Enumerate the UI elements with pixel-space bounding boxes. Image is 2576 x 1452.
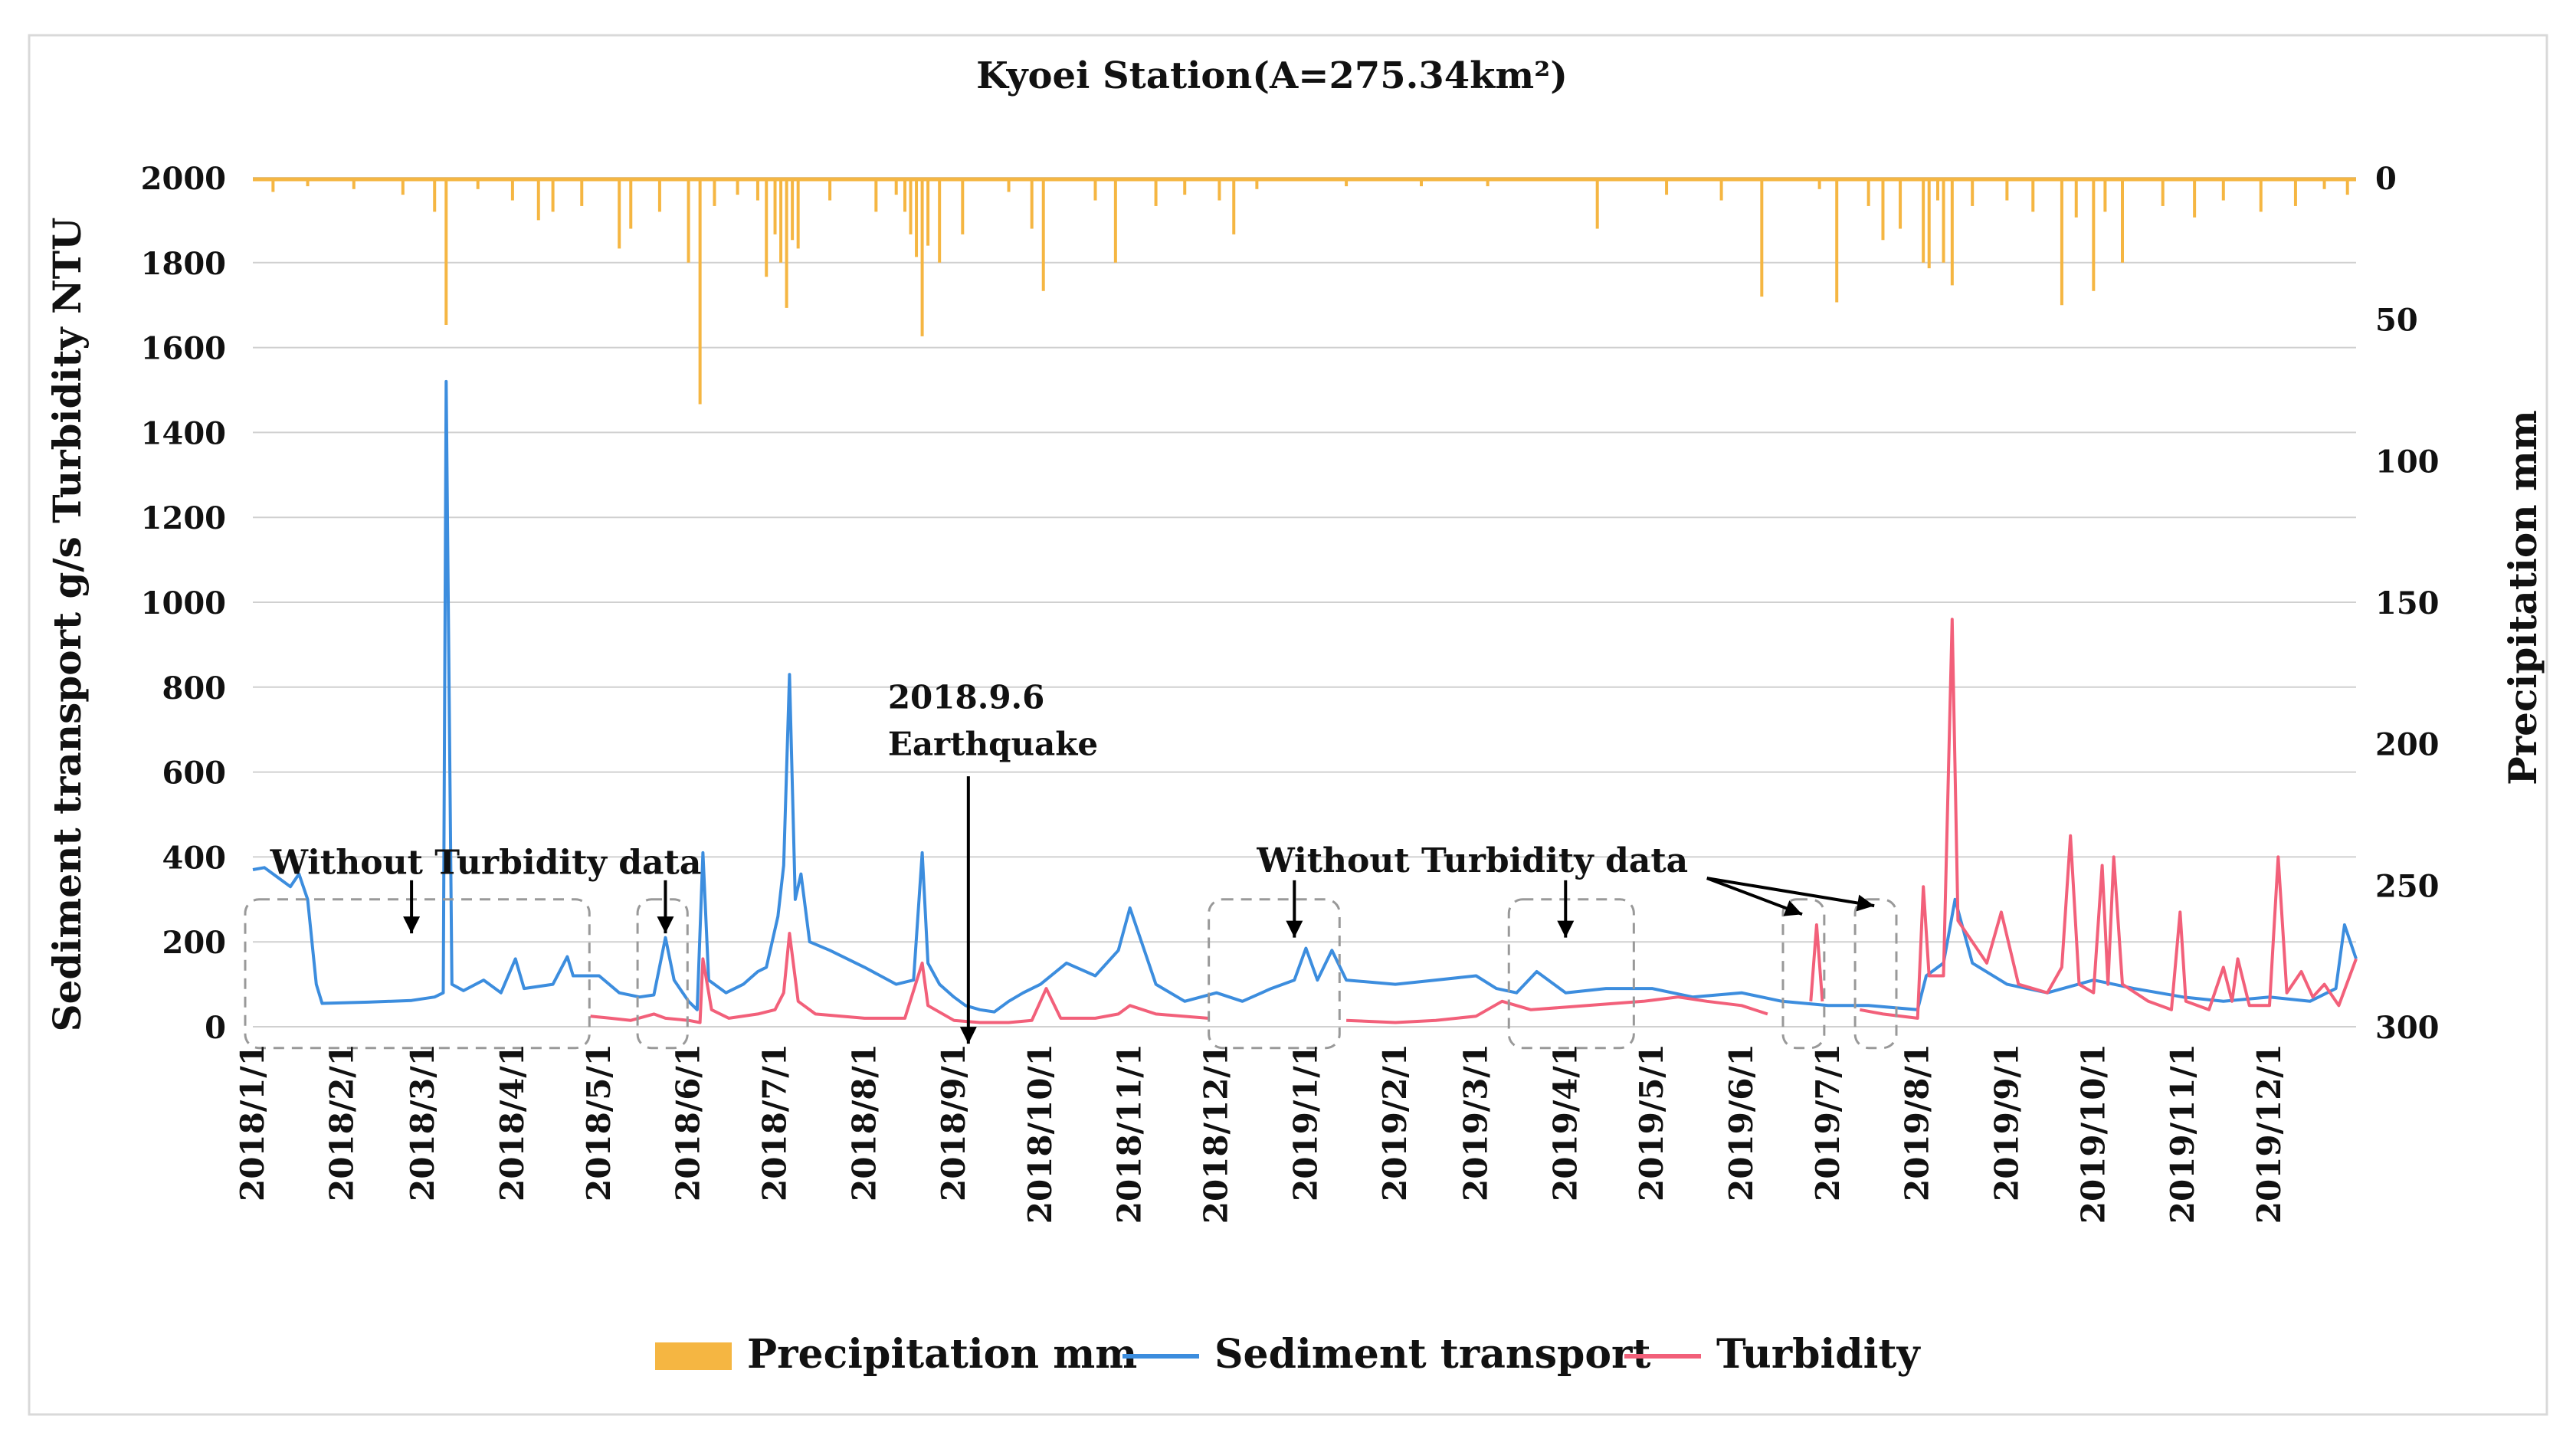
x-tick-label: 2019/7/1 <box>1809 1044 1847 1201</box>
x-tick-label: 2019/10/1 <box>2074 1044 2112 1224</box>
without-turbidity-arrow-head <box>403 916 421 934</box>
turbidity-line <box>1346 995 1768 1024</box>
y-left-axis-label: Sediment transport g/s Turbidity NTU <box>44 217 90 1031</box>
y-left-tick-label: 0 <box>205 1010 226 1046</box>
sediment-series <box>252 379 2358 1014</box>
no-turbidity-box <box>1208 898 1341 1050</box>
y-right-tick-label: 300 <box>2375 1010 2440 1046</box>
x-tick-label: 2018/8/1 <box>845 1044 883 1201</box>
without-turbidity-arrow-head <box>1557 920 1575 938</box>
y-left-tick-label: 800 <box>162 670 227 706</box>
legend-turbidity-label: Turbidity <box>1716 1331 1921 1378</box>
x-tick-label: 2019/12/1 <box>2250 1044 2288 1224</box>
x-tick-label: 2019/5/1 <box>1633 1044 1670 1201</box>
without-turbidity-arrow-head <box>1286 920 1303 938</box>
y-left-tick-label: 600 <box>162 755 227 792</box>
x-tick-label: 2018/11/1 <box>1111 1044 1149 1224</box>
y-right-tick-label: 150 <box>2375 585 2440 621</box>
sediment-line <box>252 379 2358 1014</box>
x-tick-label: 2019/11/1 <box>2164 1044 2201 1224</box>
x-tick-label: 2018/6/1 <box>670 1044 707 1201</box>
y-right-tick-label: 250 <box>2375 868 2440 904</box>
without-turbidity-arrow <box>1706 877 1875 908</box>
without-turbidity-arrow-head <box>1783 900 1803 916</box>
x-tick-label: 2019/6/1 <box>1722 1044 1760 1201</box>
x-tick-label: 2018/10/1 <box>1021 1044 1059 1224</box>
x-tick-label: 2018/12/1 <box>1198 1044 1235 1224</box>
turbidity-line <box>1809 923 1824 1001</box>
without-turbidity-arrow-head <box>1856 894 1875 912</box>
y-right-tick-label: 200 <box>2375 727 2440 763</box>
y-left-axis: 0 200 400 600 800 1000 1200 1400 1600 1800 2000 <box>141 161 226 1046</box>
x-tick-label: 2018/1/1 <box>234 1044 271 1201</box>
y-left-tick-label: 1000 <box>141 585 226 621</box>
y-left-tick-label: 2000 <box>141 161 226 197</box>
y-left-tick-label: 400 <box>162 840 227 876</box>
legend-precipitation-label: Precipitation mm <box>747 1331 1137 1378</box>
x-tick-label: 2019/3/1 <box>1457 1044 1495 1201</box>
y-right-axis: 0 50 100 150 200 250 300 <box>2375 161 2440 1046</box>
legend: Precipitation mm Sediment transport Turb… <box>655 1331 1921 1378</box>
without-turbidity-arrow <box>1706 877 1803 916</box>
no-turbidity-box <box>1853 898 1898 1050</box>
y-right-tick-label: 50 <box>2375 303 2418 339</box>
chart-title: Kyoei Station(A=275.34km²) <box>976 54 1568 97</box>
y-right-axis-label: Precipitation mm <box>2500 410 2545 785</box>
y-left-tick-label: 1200 <box>141 500 226 536</box>
earthquake-label-text: Earthquake <box>888 725 1098 762</box>
no-turbidity-box <box>1781 898 1826 1050</box>
x-tick-label: 2019/8/1 <box>1899 1044 1936 1201</box>
earthquake-label-date: 2018.9.6 <box>888 679 1045 716</box>
earthquake-arrow-head <box>959 1027 977 1044</box>
without-turbidity-label-right: Without Turbidity data <box>1256 841 1688 880</box>
x-tick-label: 2019/1/1 <box>1286 1044 1324 1201</box>
y-right-tick-label: 0 <box>2375 161 2397 197</box>
x-tick-label: 2018/7/1 <box>756 1044 794 1201</box>
x-tick-label: 2018/3/1 <box>404 1044 441 1201</box>
precipitation-series <box>253 177 2356 405</box>
y-left-tick-label: 1800 <box>141 246 226 282</box>
y-left-tick-label: 200 <box>162 925 227 961</box>
x-tick-label: 2018/4/1 <box>493 1044 531 1201</box>
x-tick-label: 2019/9/1 <box>1988 1044 2025 1201</box>
without-turbidity-arrow-head <box>657 916 674 934</box>
y-left-tick-label: 1600 <box>141 331 226 367</box>
x-tick-label: 2019/4/1 <box>1546 1044 1584 1201</box>
legend-precipitation-swatch <box>655 1342 732 1370</box>
x-axis: 2018/1/1 2018/2/1 2018/3/1 2018/4/1 2018/5/1… <box>234 1044 2288 1224</box>
grid-layer <box>253 177 2356 1028</box>
x-tick-label: 2019/2/1 <box>1376 1044 1414 1201</box>
y-left-tick-label: 1400 <box>141 415 226 451</box>
without-turbidity-label-left: Without Turbidity data <box>270 844 702 883</box>
annotation-layer: 2018.9.6 Earthquake Without Turbidity data… <box>244 679 1898 1050</box>
y-right-tick-label: 100 <box>2375 444 2440 480</box>
x-tick-label: 2018/2/1 <box>323 1044 361 1201</box>
x-tick-label: 2018/5/1 <box>580 1044 618 1201</box>
turbidity-line <box>1859 618 2358 1020</box>
legend-sediment-label: Sediment transport <box>1214 1331 1650 1378</box>
x-tick-label: 2018/9/1 <box>935 1044 972 1201</box>
